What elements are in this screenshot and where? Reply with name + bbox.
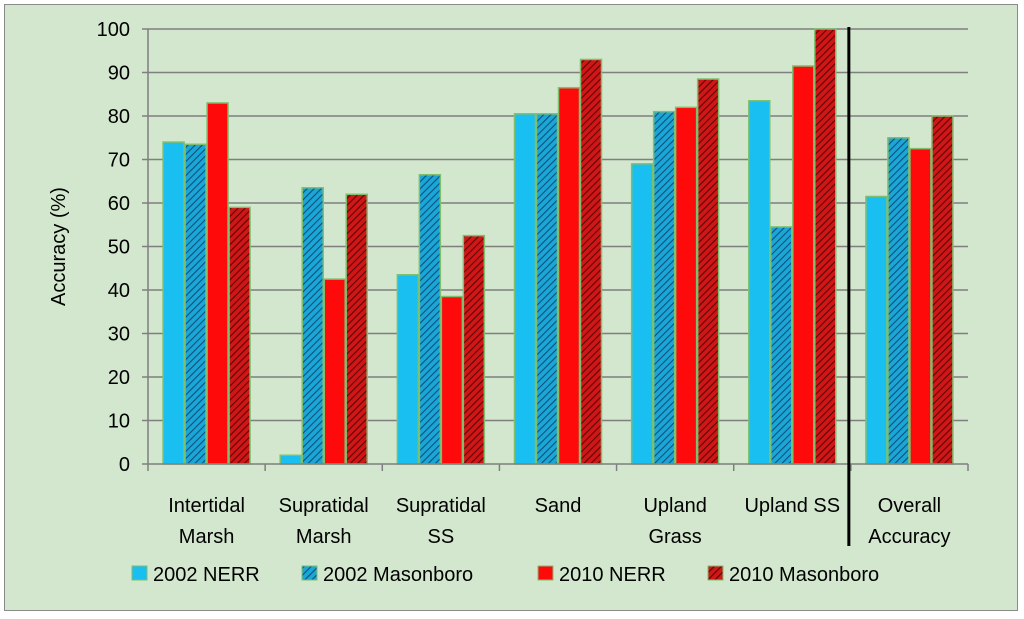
y-axis-title: Accuracy (%) — [48, 187, 70, 306]
bar — [579, 58, 603, 465]
bar — [630, 163, 654, 465]
x-category-label: Supratidal SS — [396, 495, 486, 548]
bar — [887, 137, 910, 465]
bar — [162, 141, 185, 465]
y-tick-label: 80 — [108, 106, 130, 128]
legend-label: 2010 Masonboro — [729, 564, 879, 586]
y-tick-label: 30 — [108, 324, 130, 346]
y-tick-label: 90 — [108, 63, 130, 85]
bar — [184, 143, 207, 465]
legend-swatch — [131, 565, 148, 581]
legend-swatch — [707, 565, 724, 581]
legend-label: 2002 Masonboro — [323, 564, 473, 586]
y-tick-label: 0 — [119, 454, 130, 476]
x-category-label: Sand — [535, 495, 582, 517]
bar — [909, 147, 932, 465]
y-tick-label: 40 — [108, 280, 130, 302]
bar — [674, 106, 698, 465]
bar — [557, 86, 581, 465]
bar — [396, 274, 420, 465]
bar — [345, 193, 368, 465]
y-tick-label: 10 — [108, 411, 130, 433]
bar — [535, 113, 559, 465]
y-tick-label: 50 — [108, 237, 130, 259]
bar — [206, 102, 229, 465]
bar — [323, 278, 346, 465]
bar — [748, 100, 771, 465]
legend-label: 2002 NERR — [153, 564, 260, 586]
x-category-label: Intertidal Marsh — [168, 495, 245, 548]
y-tick-label: 20 — [108, 367, 130, 389]
bar — [462, 234, 486, 465]
y-tick-label: 60 — [108, 193, 130, 215]
legend: 2002 NERR 2002 Masonboro 2010 NERR 2010 Mas… — [131, 564, 879, 586]
bar — [696, 78, 720, 465]
bar — [513, 113, 537, 465]
x-category-label: Upland SS — [744, 495, 840, 517]
axes — [142, 27, 969, 546]
labels: 0 10 20 30 40 50 60 70 80 90 100 Intertidal Marsh Sup… — [48, 19, 951, 548]
legend-label: 2010 NERR — [559, 564, 666, 586]
y-tick-label: 100 — [97, 19, 130, 41]
x-category-label: Supratidal Marsh — [279, 495, 369, 548]
x-category-label: Overall Accuracy — [868, 495, 950, 548]
bar — [440, 295, 464, 465]
bar — [652, 110, 676, 465]
bar — [228, 206, 251, 465]
y-tick-label: 70 — [108, 150, 130, 172]
bar — [931, 115, 954, 465]
bar — [301, 187, 324, 465]
bars — [162, 28, 954, 465]
legend-swatch — [301, 565, 318, 581]
bar — [814, 28, 837, 465]
bar — [865, 195, 888, 465]
bar — [792, 65, 815, 465]
bar — [418, 173, 442, 465]
x-category-label: Upland Grass — [643, 495, 706, 548]
legend-swatch — [537, 565, 554, 581]
bar — [279, 454, 302, 465]
bar — [770, 226, 793, 465]
